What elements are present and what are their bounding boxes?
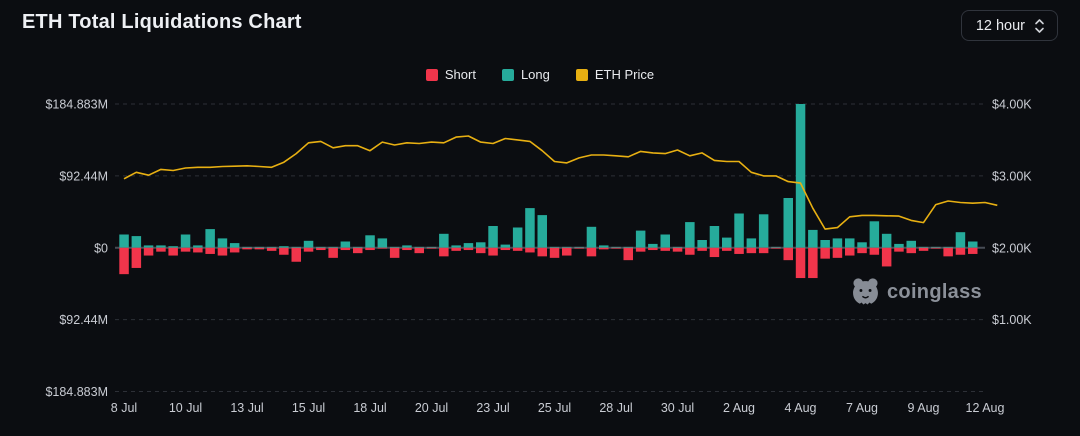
svg-text:30 Jul: 30 Jul	[661, 401, 694, 415]
svg-text:$92.44M: $92.44M	[59, 313, 108, 327]
svg-text:$184.883M: $184.883M	[45, 98, 108, 112]
interval-selector[interactable]: 12 hour	[960, 10, 1058, 41]
svg-text:18 Jul: 18 Jul	[353, 401, 386, 415]
interval-value: 12 hour	[975, 17, 1025, 34]
legend-item-long[interactable]: Long	[501, 67, 550, 82]
short-swatch-icon	[425, 68, 438, 81]
svg-text:$4.00K: $4.00K	[992, 98, 1032, 112]
watermark-brand: coinglass	[887, 280, 982, 303]
svg-text:$2.00K: $2.00K	[992, 241, 1032, 255]
svg-text:9 Aug: 9 Aug	[908, 401, 940, 415]
svg-text:$3.00K: $3.00K	[992, 169, 1032, 183]
svg-text:15 Jul: 15 Jul	[292, 401, 325, 415]
svg-text:23 Jul: 23 Jul	[476, 401, 509, 415]
svg-text:8 Jul: 8 Jul	[111, 401, 137, 415]
chart-legend: Short Long ETH Price	[0, 67, 1080, 82]
legend-label-long: Long	[520, 67, 550, 82]
svg-text:2 Aug: 2 Aug	[723, 401, 755, 415]
svg-text:$184.883M: $184.883M	[45, 385, 108, 399]
svg-text:$0: $0	[94, 241, 108, 255]
legend-item-short[interactable]: Short	[425, 67, 476, 82]
svg-text:13 Jul: 13 Jul	[230, 401, 263, 415]
legend-label-short: Short	[444, 67, 476, 82]
legend-label-eth-price: ETH Price	[594, 67, 655, 82]
up-down-chevron-icon	[1035, 18, 1044, 33]
svg-text:$1.00K: $1.00K	[992, 313, 1032, 327]
page-title: ETH Total Liquidations Chart	[22, 11, 302, 33]
coinglass-bear-icon	[853, 278, 878, 305]
legend-item-eth-price[interactable]: ETH Price	[575, 67, 655, 82]
svg-text:25 Jul: 25 Jul	[538, 401, 571, 415]
eth-price-swatch-icon	[575, 68, 588, 81]
svg-text:12 Aug: 12 Aug	[966, 401, 1005, 415]
long-swatch-icon	[501, 68, 514, 81]
svg-text:7 Aug: 7 Aug	[846, 401, 878, 415]
svg-text:$92.44M: $92.44M	[59, 169, 108, 183]
svg-text:10 Jul: 10 Jul	[169, 401, 202, 415]
svg-text:20 Jul: 20 Jul	[415, 401, 448, 415]
svg-text:4 Aug: 4 Aug	[785, 401, 817, 415]
coinglass-watermark: coinglass	[852, 278, 982, 306]
svg-text:28 Jul: 28 Jul	[599, 401, 632, 415]
